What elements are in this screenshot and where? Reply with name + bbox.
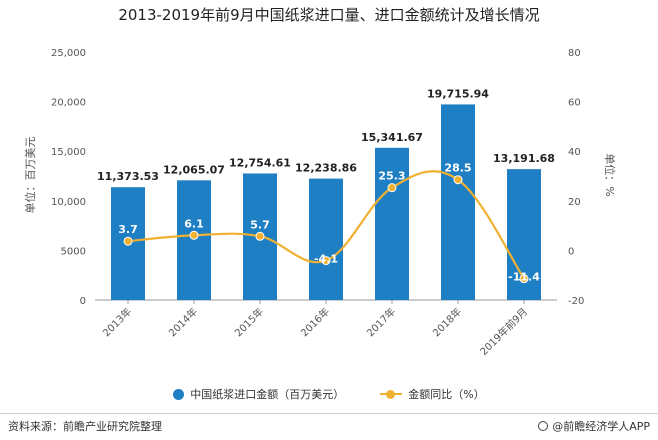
y2-tick-label: 40: [568, 147, 581, 158]
x-tick-label: 2014年: [166, 305, 200, 339]
line-point: [123, 236, 133, 246]
y2-tick-label: 20: [568, 197, 581, 208]
legend-bar-marker: [173, 388, 185, 400]
bar-series: [111, 104, 541, 300]
brand-text: @前瞻经济学人APP: [552, 420, 650, 433]
legend-item-bar[interactable]: 中国纸浆进口金额（百万美元）: [173, 386, 344, 402]
y-axis-label: 单位：百万美元: [23, 137, 37, 214]
line-value-label: -4.1: [314, 253, 338, 266]
bar-value-label: 13,191.68: [493, 152, 555, 165]
y-tick-label: 10,000: [51, 197, 86, 208]
line-point: [453, 175, 463, 185]
line-value-label: 5.7: [250, 218, 270, 231]
y2-tick-label: 80: [568, 48, 581, 59]
bar-value-label: 19,715.94: [427, 87, 489, 100]
x-tick-label: 2015年: [232, 305, 266, 339]
legend-line-marker: [380, 389, 403, 400]
bar: [177, 180, 211, 300]
data-labels: 11,373.53 12,065.07 12,754.61 12,238.86 15,3…: [97, 87, 555, 283]
line-point: [189, 230, 199, 240]
source-note: 资料来源：前瞻产业研究院整理: [8, 420, 162, 433]
bar-value-label: 12,065.07: [163, 163, 225, 176]
legend-line-label: 金额同比（%）: [408, 388, 485, 401]
footer: 资料来源：前瞻产业研究院整理 @前瞻经济学人APP: [0, 413, 658, 436]
line-point: [387, 183, 397, 193]
legend: 中国纸浆进口金额（百万美元） 金额同比（%）: [0, 386, 658, 402]
y-tick-label: 5000: [61, 246, 86, 257]
line-value-label: 3.7: [118, 223, 138, 236]
bar-value-label: 15,341.67: [361, 131, 423, 144]
chart-title: 2013-2019年前9月中国纸浆进口量、进口金额统计及增长情况: [118, 6, 540, 24]
brand-credit: @前瞻经济学人APP: [538, 418, 650, 434]
line-value-label: 6.1: [184, 217, 204, 230]
x-tick-label: 2017年: [364, 305, 398, 339]
y-tick-label: 20,000: [51, 98, 86, 109]
line-value-label: -11.4: [508, 271, 540, 284]
y-tick-label: 0: [80, 296, 86, 307]
line-point: [255, 231, 265, 241]
y2-tick-label: -20: [568, 296, 584, 307]
brand-logo-icon: [538, 421, 549, 431]
bar-value-label: 12,238.86: [295, 162, 357, 175]
x-tick-label: 2018年: [430, 305, 464, 339]
legend-item-line[interactable]: 金额同比（%）: [380, 386, 485, 402]
line-series: [123, 170, 529, 284]
x-tick-label: 2016年: [298, 305, 332, 339]
y2-axis-label: 单位：%: [603, 153, 617, 196]
legend-line-point: [386, 389, 396, 399]
y-tick-label: 25,000: [51, 48, 86, 59]
line-value-label: 25.3: [378, 170, 405, 183]
y-tick-label: 15,000: [51, 147, 86, 158]
line-point: [519, 274, 529, 284]
bar: [375, 147, 409, 300]
bar-value-label: 12,754.61: [229, 156, 291, 169]
legend-bar-label: 中国纸浆进口金额（百万美元）: [190, 388, 345, 401]
bar: [441, 104, 475, 300]
x-tick-label: 2019年前9月: [477, 305, 530, 358]
line-point: [321, 256, 331, 266]
bar: [309, 178, 343, 300]
bar-value-label: 11,373.53: [97, 170, 159, 183]
y2-tick-label: 60: [568, 98, 581, 109]
x-tick-label: 2013年: [100, 305, 134, 339]
line-value-label: 28.5: [444, 162, 471, 175]
y2-tick-label: 0: [568, 246, 574, 257]
